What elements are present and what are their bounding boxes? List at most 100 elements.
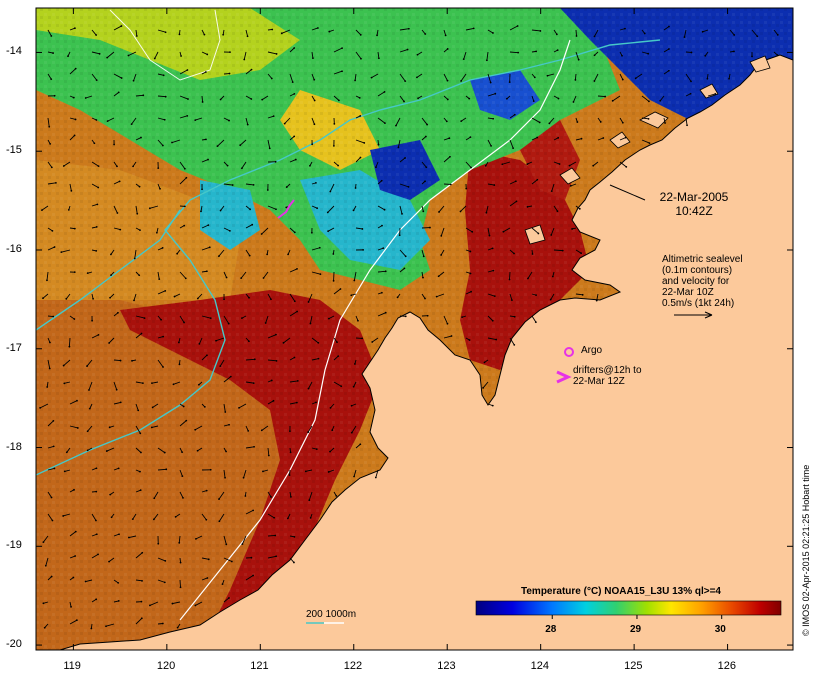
velocity-arrow-head <box>384 122 386 125</box>
date-line-1: 22-Mar-2005 <box>659 190 729 204</box>
velocity-arrow-head <box>151 382 153 385</box>
velocity-arrow-head <box>489 81 492 84</box>
velocity-arrow <box>503 227 511 233</box>
velocity-arrow-head <box>51 519 54 522</box>
velocity-arrow <box>245 446 255 449</box>
velocity-arrow-head <box>179 561 182 564</box>
velocity-arrow <box>179 271 187 279</box>
velocity-arrow-head <box>260 429 263 432</box>
velocity-arrow-head <box>250 556 253 559</box>
velocity-arrow-head <box>50 496 53 499</box>
velocity-arrow-head <box>270 77 273 80</box>
velocity-arrow <box>179 69 188 75</box>
velocity-arrow-head <box>383 91 386 93</box>
altimetry-note: Altimetric sealevel (0.1m contours) and … <box>662 254 743 309</box>
velocity-arrow-head <box>359 33 362 36</box>
velocity-arrow <box>487 227 490 236</box>
velocity-arrow <box>68 337 71 347</box>
velocity-arrow <box>333 288 341 295</box>
velocity-arrow <box>69 400 78 405</box>
velocity-arrow <box>47 73 52 80</box>
velocity-arrow <box>87 425 93 432</box>
velocity-arrow-head <box>359 156 362 159</box>
velocity-arrow-head <box>275 555 278 558</box>
velocity-arrow <box>157 557 166 562</box>
velocity-arrow-head <box>624 136 627 139</box>
velocity-arrow-head <box>135 35 138 37</box>
velocity-arrow-head <box>74 118 77 121</box>
velocity-arrow-head <box>502 230 505 233</box>
velocity-arrow <box>47 359 51 369</box>
velocity-arrow <box>223 271 227 278</box>
velocity-arrow-head <box>733 50 735 53</box>
lon-tick-label: 126 <box>717 660 736 672</box>
velocity-arrow-head <box>219 209 222 212</box>
velocity-arrow-head <box>108 342 110 344</box>
velocity-arrow-head <box>70 189 73 192</box>
velocity-arrow-head <box>316 207 319 210</box>
velocity-arrow-head <box>549 298 552 301</box>
velocity-arrow-head <box>593 80 596 82</box>
velocity-arrow-head <box>95 226 98 228</box>
velocity-arrow <box>443 335 452 339</box>
velocity-arrow <box>377 247 384 251</box>
velocity-arrow-head <box>106 120 109 123</box>
velocity-arrow-head <box>444 34 447 37</box>
velocity-arrow-head <box>440 235 443 237</box>
velocity-arrow-head <box>223 298 225 301</box>
velocity-arrow <box>45 557 49 566</box>
velocity-arrow-head <box>196 449 199 452</box>
velocity-arrow-head <box>406 48 409 51</box>
velocity-arrow-head <box>149 604 151 607</box>
velocity-arrow-head <box>238 407 240 409</box>
velocity-arrow-head <box>46 279 48 282</box>
velocity-arrow <box>88 381 93 391</box>
velocity-arrow <box>91 334 99 339</box>
velocity-arrow-head <box>50 35 53 37</box>
velocity-arrow-head <box>95 34 98 36</box>
velocity-arrow <box>399 95 405 102</box>
velocity-arrow-head <box>401 212 403 215</box>
velocity-arrow <box>597 137 604 141</box>
velocity-arrow-head <box>361 337 364 340</box>
velocity-arrow <box>69 135 75 141</box>
velocity-arrow <box>487 29 494 34</box>
velocity-arrow-head <box>183 167 186 170</box>
velocity-arrow <box>509 180 517 185</box>
velocity-arrow-head <box>776 54 779 56</box>
velocity-arrow-head <box>183 205 186 208</box>
velocity-arrow-head <box>141 382 144 385</box>
velocity-arrow <box>619 137 626 141</box>
lon-tick-label: 121 <box>250 660 269 672</box>
velocity-arrow-head <box>113 143 115 146</box>
velocity-arrow-head <box>318 246 321 249</box>
velocity-arrow <box>289 159 296 163</box>
velocity-arrow <box>527 271 533 279</box>
velocity-arrow <box>371 337 379 343</box>
velocity-arrow-head <box>270 496 272 498</box>
velocity-arrow-head <box>360 57 362 60</box>
velocity-arrow-head <box>648 100 650 103</box>
lon-tick-label: 122 <box>343 660 363 672</box>
velocity-arrow <box>245 69 252 75</box>
velocity-arrow-head <box>218 498 220 500</box>
velocity-arrow <box>685 117 688 126</box>
velocity-arrow-head <box>350 431 353 434</box>
velocity-arrow <box>659 95 665 102</box>
velocity-arrow <box>47 117 50 127</box>
velocity-arrow <box>355 29 362 36</box>
velocity-arrow <box>284 117 291 124</box>
velocity-arrow-head <box>98 52 101 55</box>
velocity-arrow <box>106 51 115 58</box>
velocity-arrow-head <box>446 98 449 101</box>
velocity-arrow-head <box>289 495 292 498</box>
velocity-arrow <box>245 381 254 384</box>
velocity-arrow-head <box>599 121 602 123</box>
velocity-arrow <box>69 68 76 75</box>
velocity-arrow-head <box>315 448 318 451</box>
velocity-arrow <box>47 445 54 449</box>
velocity-arrow-head <box>162 74 165 77</box>
lat-tick-label: -14 <box>6 45 22 58</box>
velocity-arrow-head <box>178 33 181 36</box>
velocity-arrow-head <box>86 365 88 367</box>
